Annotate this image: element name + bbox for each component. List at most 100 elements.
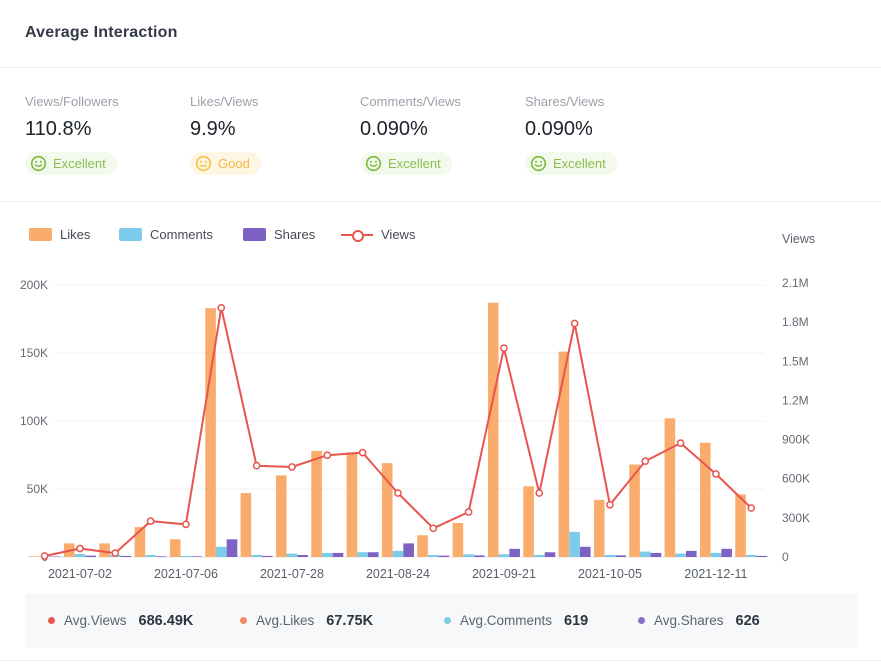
legend-item-comments[interactable]: Comments <box>119 227 213 242</box>
views-point[interactable] <box>641 457 650 465</box>
bar-shares[interactable] <box>580 546 591 557</box>
x-axis-tick: 2021-07-28 <box>260 567 324 581</box>
bar-likes[interactable] <box>311 450 322 557</box>
legend-item-shares[interactable]: Shares <box>243 227 315 242</box>
bar-likes[interactable] <box>699 442 711 557</box>
bar-comments[interactable] <box>710 552 722 557</box>
bar-likes[interactable] <box>240 493 252 557</box>
bar-likes[interactable] <box>275 475 287 557</box>
bar-likes[interactable] <box>381 463 393 557</box>
views-point[interactable] <box>358 448 367 457</box>
bar-likes[interactable] <box>99 543 110 557</box>
bar-comments[interactable] <box>427 554 439 557</box>
views-dot-icon <box>48 617 55 624</box>
bar-shares[interactable] <box>50 556 61 558</box>
bar-shares[interactable] <box>297 554 308 557</box>
metric-label: Shares/Views <box>525 94 605 109</box>
x-axis-tick: 2021-07-02 <box>48 567 112 581</box>
bar-likes[interactable] <box>664 418 676 557</box>
bar-shares[interactable] <box>615 555 626 557</box>
views-point[interactable] <box>252 461 261 470</box>
bar-shares[interactable] <box>120 555 132 557</box>
bar-shares[interactable] <box>403 543 414 557</box>
views-point[interactable] <box>111 549 120 557</box>
views-point[interactable] <box>76 544 84 553</box>
bar-comments[interactable] <box>357 552 368 557</box>
bar-likes[interactable] <box>169 539 181 557</box>
views-point[interactable] <box>146 517 155 525</box>
views-point[interactable] <box>606 500 614 509</box>
legend-item-views[interactable]: Views <box>341 227 415 242</box>
bar-comments[interactable] <box>251 554 262 557</box>
views-point[interactable] <box>535 489 544 497</box>
bar-shares[interactable] <box>474 555 485 557</box>
bar-likes[interactable] <box>417 535 428 557</box>
bar-comments[interactable] <box>604 554 616 557</box>
views-point[interactable] <box>500 344 508 353</box>
left-axis-tick: 200K <box>20 278 48 292</box>
views-point[interactable] <box>747 504 756 512</box>
bar-comments[interactable] <box>463 554 474 557</box>
bar-shares[interactable] <box>262 555 273 557</box>
bar-comments[interactable] <box>286 553 298 557</box>
metric-label: Views/Followers <box>25 94 119 109</box>
bar-shares[interactable] <box>650 552 662 557</box>
bar-shares[interactable] <box>191 556 202 557</box>
views-point[interactable] <box>182 520 190 529</box>
metric-value: 0.090% <box>360 118 428 140</box>
views-point[interactable] <box>464 508 473 516</box>
bottom-divider <box>0 660 881 661</box>
views-point[interactable] <box>40 552 49 560</box>
views-point[interactable] <box>570 319 579 328</box>
bar-shares[interactable] <box>368 552 379 557</box>
bar-comments[interactable] <box>498 554 510 557</box>
bar-comments[interactable] <box>74 554 86 557</box>
views-point[interactable] <box>429 524 438 533</box>
metric-value: 110.8% <box>25 118 92 140</box>
bar-comments[interactable] <box>321 552 333 557</box>
bar-shares[interactable] <box>332 552 344 557</box>
bar-comments[interactable] <box>569 531 580 557</box>
bar-comments[interactable] <box>675 553 686 557</box>
views-point[interactable] <box>712 470 720 478</box>
bar-comments[interactable] <box>215 546 227 557</box>
bar-shares[interactable] <box>226 539 238 557</box>
views-point[interactable] <box>394 489 402 497</box>
bar-shares[interactable] <box>156 556 167 557</box>
bar-shares[interactable] <box>544 552 556 557</box>
bar-shares[interactable] <box>686 550 697 557</box>
bar-comments[interactable] <box>639 551 651 557</box>
stat-value: 686.49K <box>138 612 194 629</box>
bar-likes[interactable] <box>28 556 40 557</box>
rating-badge: Excellent <box>525 152 617 175</box>
bar-likes[interactable] <box>487 302 499 557</box>
bar-shares[interactable] <box>721 548 732 557</box>
legend-label: Views <box>381 227 416 242</box>
views-point[interactable] <box>676 439 685 447</box>
views-point[interactable] <box>323 451 332 460</box>
bar-likes[interactable] <box>593 499 605 557</box>
bar-likes[interactable] <box>629 464 640 557</box>
bar-comments[interactable] <box>145 554 156 557</box>
legend-item-likes[interactable]: Likes <box>29 227 90 242</box>
bar-shares[interactable] <box>756 555 768 557</box>
bar-comments[interactable] <box>533 554 545 557</box>
views-point[interactable] <box>217 303 226 312</box>
legend-label: Likes <box>60 227 91 242</box>
bar-comments[interactable] <box>180 555 192 557</box>
bar-likes[interactable] <box>735 494 746 557</box>
bar-comments[interactable] <box>392 550 404 557</box>
bar-likes[interactable] <box>205 308 216 557</box>
bar-likes[interactable] <box>558 351 570 557</box>
bar-likes[interactable] <box>346 452 358 557</box>
bar-likes[interactable] <box>523 486 534 557</box>
bar-shares[interactable] <box>438 555 450 557</box>
views-point[interactable] <box>288 463 296 471</box>
bar-likes[interactable] <box>452 523 464 557</box>
bar-likes[interactable] <box>134 527 146 557</box>
bar-comments[interactable] <box>745 554 757 557</box>
bar-shares[interactable] <box>85 555 96 557</box>
bar-shares[interactable] <box>509 548 520 557</box>
stat-avg-shares: Avg.Shares 626 <box>638 593 760 648</box>
